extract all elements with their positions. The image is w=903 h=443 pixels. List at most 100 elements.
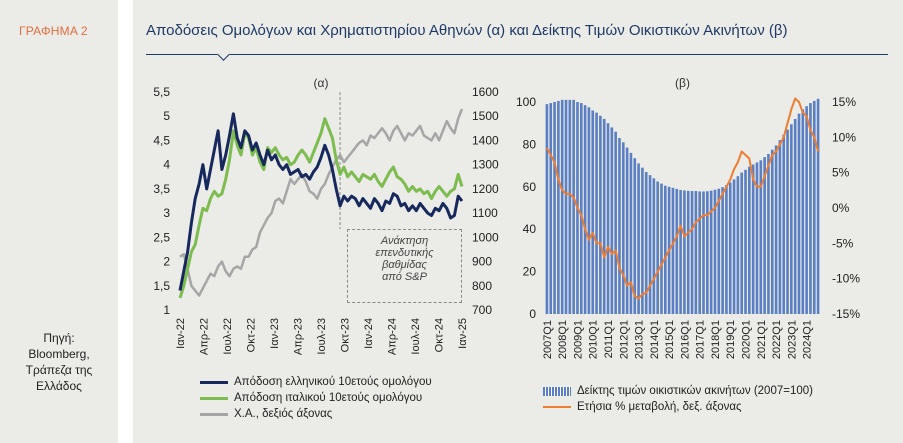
bar-house-index bbox=[671, 187, 675, 314]
y-right-tick-a: 1400 bbox=[472, 133, 499, 147]
x-tick-b: 2012Q1 bbox=[618, 320, 630, 359]
x-tick-b: 2024Q1 bbox=[802, 320, 814, 359]
series-line-greek-bond bbox=[178, 112, 464, 291]
bar-house-index bbox=[595, 112, 598, 314]
y-left-tick-b: 60 bbox=[523, 180, 537, 194]
x-tick-b: 2007Q1 bbox=[542, 320, 554, 359]
bar-house-index bbox=[763, 157, 766, 314]
legend-b: Δείκτης τιμών οικιστικών ακινήτων (2007=… bbox=[543, 383, 813, 415]
x-tick-a: Ιαν-24 bbox=[363, 318, 375, 349]
bar-house-index bbox=[625, 147, 629, 314]
legend-label-greek-bond: Απόδοση ελληνικού 10ετούς ομολόγου bbox=[234, 376, 432, 388]
bar-house-index bbox=[610, 127, 614, 314]
y-right-tick-b: 5% bbox=[832, 166, 850, 180]
bar-house-index bbox=[721, 187, 724, 314]
bar-house-index bbox=[713, 189, 717, 314]
bar-house-index bbox=[553, 102, 556, 314]
bar-house-index bbox=[725, 185, 728, 314]
sidebar: ΓΡΑΦΗΜΑ 2 Πηγή: Bloomberg, Τράπεζα της Ε… bbox=[0, 0, 118, 443]
x-tick-b: 2021Q1 bbox=[756, 320, 768, 359]
bar-house-index bbox=[717, 188, 721, 314]
y-left-tick-b: 40 bbox=[523, 222, 537, 236]
y-right-tick-b: -10% bbox=[832, 272, 860, 286]
bar-house-index bbox=[770, 149, 774, 314]
y-right-tick-a: 700 bbox=[472, 303, 492, 317]
bar-house-index bbox=[545, 104, 549, 315]
bar-house-index bbox=[591, 110, 595, 314]
figure-title: Αποδόσεις Ομολόγων και Χρηματιστηρίου Αθ… bbox=[146, 22, 788, 39]
y-right-tick-a: 1000 bbox=[472, 230, 499, 244]
bar-house-index bbox=[564, 99, 568, 314]
x-tick-a: Ιουλ-22 bbox=[222, 318, 234, 355]
legend-swatch-house-index bbox=[543, 386, 571, 396]
x-tick-a: Ιουλ-24 bbox=[410, 318, 422, 355]
x-tick-b: 2020Q1 bbox=[741, 320, 753, 359]
series-line-athex bbox=[179, 108, 464, 297]
legend-label-house-yoy: Ετήσια % μεταβολή, δεξ. άξονας bbox=[577, 401, 742, 413]
y-left-tick-a: 3 bbox=[163, 206, 170, 220]
x-tick-a: Ιαν-22 bbox=[175, 318, 187, 349]
bar-house-index bbox=[648, 175, 652, 314]
y-left-tick-b: 100 bbox=[516, 95, 536, 109]
x-tick-b: 2014Q1 bbox=[649, 320, 661, 359]
y-left-tick-b: 0 bbox=[529, 307, 536, 321]
bar-house-index bbox=[549, 103, 553, 314]
bar-house-index bbox=[621, 142, 625, 314]
y-right-tick-a: 1500 bbox=[472, 109, 499, 123]
bar-house-index bbox=[675, 188, 679, 314]
bar-house-index bbox=[568, 99, 572, 314]
bar-house-index bbox=[656, 181, 659, 314]
series-line-italian-bond bbox=[178, 117, 464, 299]
legend-swatch-italian-bond bbox=[200, 396, 228, 400]
bar-house-index bbox=[698, 191, 701, 314]
bar-house-index bbox=[709, 190, 713, 314]
y-right-tick-a: 1100 bbox=[472, 206, 498, 220]
title-rule bbox=[146, 54, 888, 55]
legend-swatch-greek-bond bbox=[200, 380, 228, 384]
legend-swatch-house-yoy bbox=[543, 406, 571, 408]
annotation-box: Ανάκτηση επενδυτικής βαθμίδας από S&P bbox=[347, 229, 462, 303]
x-tick-b: 2009Q1 bbox=[572, 320, 584, 359]
bar-house-index bbox=[683, 190, 686, 314]
bar-house-index bbox=[606, 123, 610, 314]
y-left-tick-a: 1 bbox=[163, 303, 170, 317]
legend-item-greek-bond: Απόδοση ελληνικού 10ετούς ομολόγου bbox=[200, 374, 432, 390]
bar-house-index bbox=[740, 172, 744, 314]
bar-house-index bbox=[633, 158, 637, 314]
bar-house-index bbox=[686, 190, 690, 314]
bar-house-index bbox=[786, 129, 789, 314]
bar-house-index bbox=[602, 118, 606, 315]
bar-house-index bbox=[790, 124, 793, 314]
bar-house-index bbox=[694, 191, 698, 314]
y-right-tick-b: -5% bbox=[832, 236, 854, 250]
y-right-tick-a: 1300 bbox=[472, 158, 499, 172]
x-tick-b: 2019Q1 bbox=[725, 320, 737, 359]
bar-house-index bbox=[748, 166, 751, 314]
bar-house-index bbox=[702, 191, 705, 314]
legend-label-italian-bond: Απόδοση ιταλικού 10ετούς ομολόγου bbox=[234, 392, 423, 404]
bar-house-index bbox=[572, 99, 575, 314]
y-right-tick-a: 1600 bbox=[472, 85, 499, 99]
y-left-tick-a: 2,5 bbox=[153, 230, 170, 244]
legend-item-athex: Χ.Α., δεξιός άξονας bbox=[200, 406, 432, 422]
source-note: Πηγή: Bloomberg, Τράπεζα της Ελλάδος bbox=[25, 331, 93, 393]
y-left-tick-a: 4,5 bbox=[153, 133, 170, 147]
bar-house-index bbox=[614, 131, 617, 314]
x-tick-b: 2017Q1 bbox=[695, 320, 707, 359]
gutter bbox=[118, 0, 133, 443]
bar-house-index bbox=[797, 113, 801, 314]
bar-house-index bbox=[759, 160, 763, 314]
bar-house-index bbox=[599, 115, 602, 314]
bar-house-index bbox=[664, 185, 667, 314]
bar-house-index bbox=[732, 179, 736, 314]
figure-tag: ΓΡΑΦΗΜΑ 2 bbox=[19, 24, 88, 38]
bar-house-index bbox=[774, 145, 778, 314]
y-right-tick-b: 10% bbox=[832, 130, 856, 144]
x-tick-a: Οκτ-22 bbox=[246, 318, 258, 352]
y-left-tick-b: 20 bbox=[523, 265, 537, 279]
y-right-tick-b: 0% bbox=[832, 201, 850, 215]
legend-label-house-index: Δείκτης τιμών οικιστικών ακινήτων (2007=… bbox=[577, 385, 813, 397]
bar-house-index bbox=[782, 134, 786, 314]
bar-house-index bbox=[637, 163, 640, 314]
bar-house-index bbox=[641, 167, 644, 314]
